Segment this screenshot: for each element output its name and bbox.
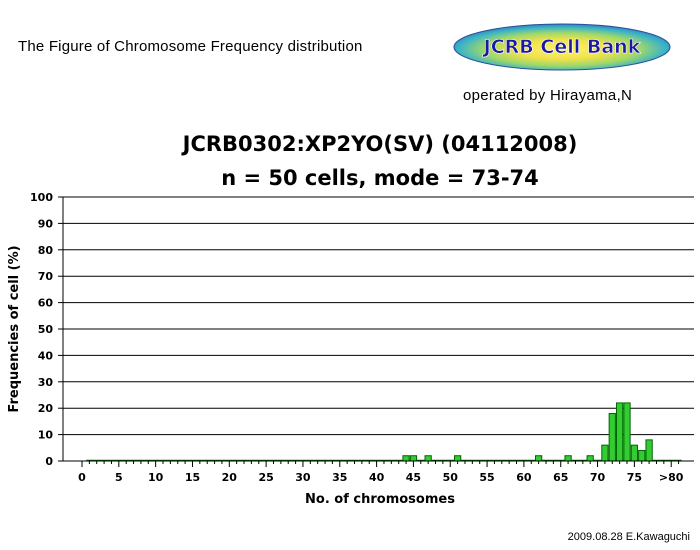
x-axis-label: No. of chromosomes <box>305 492 455 507</box>
y-tick-label: 20 <box>38 402 54 415</box>
y-axis-label: Frequencies of cell (%) <box>7 245 22 412</box>
y-tick-label: 40 <box>38 349 54 362</box>
page-title: The Figure of Chromosome Frequency distr… <box>18 38 363 55</box>
x-tick-label: 40 <box>369 471 385 484</box>
bar-75 <box>630 444 639 462</box>
y-tick-label: 50 <box>38 323 54 336</box>
x-tick-label: 75 <box>627 471 642 484</box>
logo-text: JCRB Cell Bank <box>482 36 641 58</box>
y-tick-label: 100 <box>30 191 53 204</box>
grid-layer <box>63 196 694 436</box>
chart-title: JCRB0302:XP2YO(SV) (04112008) <box>182 132 578 156</box>
chart-subtitle: n = 50 cells, mode = 73-74 <box>221 166 539 190</box>
bar-44 <box>402 455 410 462</box>
bar-66 <box>564 455 572 462</box>
x-tick-label: 60 <box>516 471 532 484</box>
x-tick-label: 0 <box>78 471 86 484</box>
x-tick-label: 50 <box>443 471 459 484</box>
y-tick-label: 10 <box>38 429 54 442</box>
bar-51 <box>453 455 462 462</box>
bar-77 <box>645 439 653 462</box>
bar-layer <box>86 402 682 462</box>
jcrb-cell-bank-logo: JCRB Cell Bank <box>453 23 671 71</box>
y-tick-label: 70 <box>38 270 54 283</box>
bar-71 <box>601 444 609 462</box>
bar-73 <box>616 402 624 462</box>
bar-62 <box>534 455 543 462</box>
x-tick-label: 25 <box>258 471 273 484</box>
bar-72 <box>608 412 616 462</box>
y-tick-label: 30 <box>38 376 54 389</box>
x-tick-label: 15 <box>185 471 200 484</box>
footer-credit: 2009.08.28 E.Kawaguchi <box>567 531 690 543</box>
bar-74 <box>623 402 631 462</box>
x-tick-label: 55 <box>479 471 494 484</box>
x-tick-label: 30 <box>295 471 311 484</box>
y-tick-label: 90 <box>38 217 54 230</box>
bar-76 <box>638 449 646 462</box>
bar-69 <box>586 455 594 462</box>
y-tick-label: 80 <box>38 244 54 257</box>
x-tick-label: 35 <box>332 471 347 484</box>
axis-layer: 0 10 20 30 40 50 60 70 80 90 100 0 5 10 15 20 25 30 35 40 45… <box>30 191 694 484</box>
x-tick-label: 70 <box>590 471 606 484</box>
y-tick-label: 60 <box>38 297 54 310</box>
x-tick-label: 5 <box>115 471 123 484</box>
operator-credit: operated by Hirayama,N <box>463 87 633 104</box>
x-tick-label: 10 <box>148 471 164 484</box>
x-tick-label: 20 <box>222 471 238 484</box>
x-tick-label: >80 <box>659 471 684 484</box>
bar-45 <box>409 455 418 462</box>
bar-47 <box>424 455 432 462</box>
x-tick-label: 65 <box>553 471 568 484</box>
y-tick-label: 0 <box>45 455 53 468</box>
x-tick-label: 45 <box>406 471 421 484</box>
